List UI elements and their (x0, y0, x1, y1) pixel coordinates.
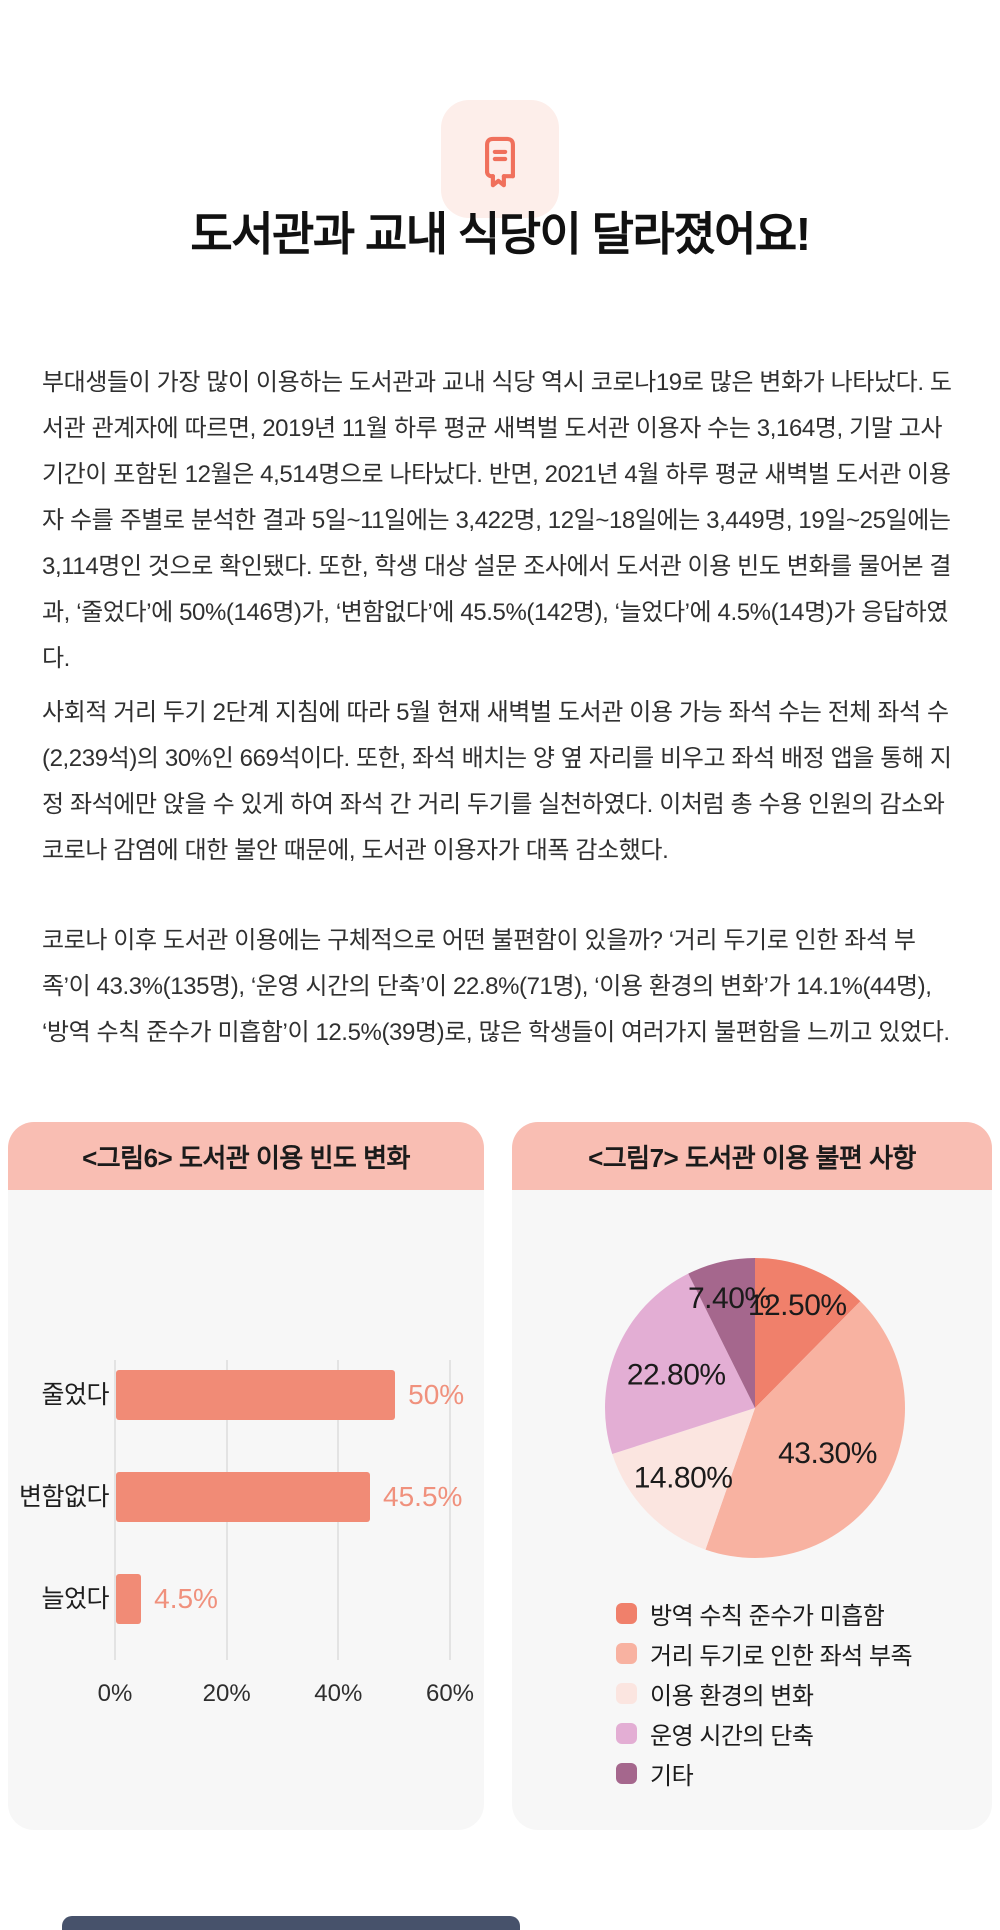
gridline (449, 1360, 451, 1660)
pie-value-label: 7.40% (688, 1282, 771, 1315)
article-body: 부대생들이 가장 많이 이용하는 도서관과 교내 식당 역시 코로나19로 많은… (42, 360, 958, 1064)
paragraph-3: 코로나 이후 도서관 이용에는 구체적으로 어떤 불편함이 있을까? ‘거리 두… (42, 927, 950, 1046)
bar-value-label: 4.5% (154, 1583, 218, 1614)
bar-category-label: 늘었다 (41, 1585, 109, 1613)
bar-category-label: 변함없다 (18, 1483, 110, 1511)
pie-chart-area: 12.50% 43.30% 14.80% 22.80% 7.40% 방역 수칙 준수가 … (512, 1190, 992, 1830)
legend-item: 거리 두기로 인한 좌석 부족 (616, 1638, 913, 1670)
legend-swatch (616, 1722, 637, 1744)
legend-label: 운영 시간의 단축 (650, 1722, 814, 1750)
footer-partial-bar (62, 1916, 520, 1930)
pie-value-label: 22.80% (627, 1358, 726, 1391)
pie-slice (755, 1258, 861, 1408)
bar (116, 1370, 396, 1420)
x-tick-label: 0% (97, 1680, 133, 1707)
pie-slice (612, 1408, 755, 1550)
bar (116, 1472, 371, 1522)
bar-category-label: 줄었다 (41, 1381, 109, 1409)
paragraph-1: 부대생들이 가장 많이 이용하는 도서관과 교내 식당 역시 코로나19로 많은… (42, 369, 952, 672)
x-tick-label: 40% (314, 1680, 363, 1707)
pie-value-label: 14.80% (634, 1462, 733, 1495)
figure6-card: <그림6> 도서관 이용 빈도 변화 0% 20% 40% 60% 줄었다 50% 변함없다… (8, 1122, 484, 1830)
pie-slice (605, 1273, 755, 1454)
page-title: 도서관과 교내 식당이 달라졌어요! (190, 208, 811, 260)
pie-slice (688, 1258, 755, 1408)
paragraph-2: 사회적 거리 두기 2단계 지침에 따라 5월 현재 새벽벌 도서관 이용 가능… (42, 699, 952, 864)
figure6-header: <그림6> 도서관 이용 빈도 변화 (8, 1122, 484, 1190)
pie-slice (705, 1301, 905, 1558)
book-icon (485, 136, 515, 188)
legend-label: 방역 수칙 준수가 미흡함 (650, 1602, 885, 1630)
legend-item: 이용 환경의 변화 (616, 1678, 912, 1710)
x-tick-label: 20% (202, 1680, 251, 1707)
pie-chart: 12.50% 43.30% 14.80% 22.80% 7.40% (605, 1258, 905, 1558)
legend-item: 방역 수칙 준수가 미흡함 (616, 1598, 912, 1630)
legend-swatch (616, 1642, 637, 1664)
legend-swatch (616, 1682, 637, 1704)
bar (116, 1574, 142, 1624)
legend-label: 이용 환경의 변화 (650, 1682, 814, 1710)
legend-label: 거리 두기로 인한 좌석 부족 (650, 1642, 913, 1670)
figure7-header: <그림7> 도서관 이용 불편 사항 (512, 1122, 992, 1190)
legend-swatch (616, 1762, 637, 1784)
legend-item: 기타 (616, 1758, 912, 1790)
pie-value-label: 12.50% (748, 1289, 847, 1322)
pie-value-label: 43.30% (778, 1437, 877, 1470)
legend-label: 기타 (650, 1762, 694, 1790)
bar-value-label: 45.5% (383, 1481, 463, 1512)
legend-swatch (616, 1602, 637, 1624)
legend-item: 운영 시간의 단축 (616, 1718, 912, 1750)
x-tick-label: 60% (425, 1680, 475, 1707)
gridline (114, 1360, 116, 1660)
book-icon-badge (441, 100, 559, 218)
bar-chart: 0% 20% 40% 60% 줄었다 50% 변함없다 45.5% 늘었다 4.5% (8, 1190, 484, 1830)
figure7-card: <그림7> 도서관 이용 불편 사항 12.50% 43.30% 14.80% 22.… (512, 1122, 992, 1830)
bar-value-label: 50% (408, 1379, 465, 1410)
